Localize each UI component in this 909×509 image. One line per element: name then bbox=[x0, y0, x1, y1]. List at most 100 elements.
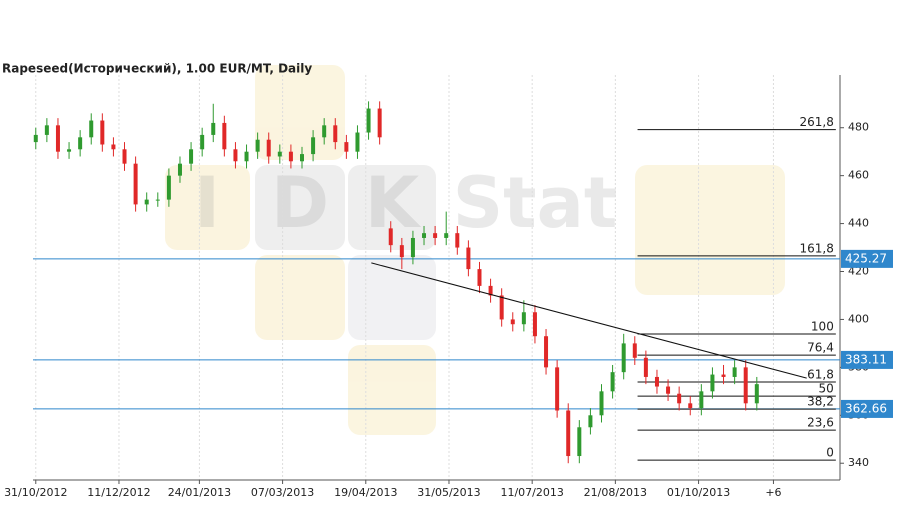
candle-body bbox=[177, 163, 182, 176]
candle-body bbox=[333, 125, 338, 143]
x-tick-label: +6 bbox=[765, 486, 781, 499]
candle-body bbox=[311, 137, 316, 155]
candle-body bbox=[632, 343, 637, 358]
price-label-box bbox=[841, 350, 893, 369]
candle-body bbox=[100, 120, 105, 145]
candle-body bbox=[621, 343, 626, 373]
x-tick-label: 31/05/2013 bbox=[417, 486, 480, 499]
candle-body bbox=[643, 357, 648, 377]
fib-label: 61,8 bbox=[807, 367, 834, 381]
candle-body bbox=[721, 374, 726, 377]
x-tick-label: 11/12/2012 bbox=[87, 486, 150, 499]
candle-body bbox=[288, 151, 293, 162]
fib-label: 38,2 bbox=[807, 395, 834, 409]
candle-body bbox=[166, 175, 171, 200]
candle-body bbox=[200, 134, 205, 150]
candle-body bbox=[521, 312, 526, 325]
fib-label: 76,4 bbox=[807, 341, 834, 355]
candle-body bbox=[588, 415, 593, 428]
candle-body bbox=[688, 403, 693, 409]
candle-body bbox=[55, 125, 60, 152]
candle-body bbox=[244, 151, 249, 162]
candle-body bbox=[610, 372, 615, 392]
candle-body bbox=[466, 247, 471, 270]
candle-body bbox=[743, 367, 748, 404]
x-tick-label: 01/10/2013 bbox=[667, 486, 730, 499]
candle-body bbox=[732, 367, 737, 377]
price-label: 425.27 bbox=[845, 251, 887, 265]
watermark-text: I bbox=[194, 162, 220, 244]
candle-body bbox=[444, 233, 449, 238]
candle-body bbox=[477, 269, 482, 286]
x-tick-label: 24/01/2013 bbox=[168, 486, 231, 499]
trend-line bbox=[371, 262, 807, 379]
candle-body bbox=[322, 125, 327, 138]
candle-body bbox=[67, 149, 72, 152]
price-label: 383.11 bbox=[845, 352, 887, 366]
candle-body bbox=[754, 384, 759, 404]
price-label-box bbox=[841, 399, 893, 418]
fib-label: 23,6 bbox=[807, 416, 834, 430]
fib-label: 50 bbox=[819, 382, 834, 396]
candle-body bbox=[266, 139, 271, 157]
watermark bbox=[165, 65, 785, 435]
x-tick-label: 31/10/2012 bbox=[4, 486, 67, 499]
candle-body bbox=[433, 233, 438, 238]
watermark-text: D bbox=[271, 162, 329, 244]
candle-body bbox=[455, 233, 460, 248]
x-tick-label: 19/04/2013 bbox=[334, 486, 397, 499]
candle-body bbox=[377, 108, 382, 138]
x-tick-label: 21/08/2013 bbox=[584, 486, 647, 499]
y-tick-label: 440 bbox=[848, 217, 869, 230]
watermark-text: K bbox=[365, 162, 422, 244]
candle-body bbox=[410, 237, 415, 258]
candle-body bbox=[422, 233, 427, 238]
x-tick-label: 07/03/2013 bbox=[251, 486, 314, 499]
candle-body bbox=[89, 120, 94, 138]
y-tick-label: 460 bbox=[848, 169, 869, 182]
candle-body bbox=[555, 367, 560, 411]
candle-body bbox=[599, 391, 604, 416]
candle-body bbox=[133, 163, 138, 205]
candle-body bbox=[532, 312, 537, 337]
fib-label: 0 bbox=[826, 446, 834, 460]
price-label: 362.66 bbox=[845, 401, 887, 415]
watermark-text: Stat bbox=[453, 162, 618, 244]
candle-body bbox=[44, 125, 49, 135]
candle-body bbox=[189, 149, 194, 164]
candle-body bbox=[211, 122, 216, 135]
candle-body bbox=[122, 149, 127, 164]
candle-body bbox=[344, 142, 349, 152]
fib-label: 100 bbox=[811, 320, 834, 334]
candle-body bbox=[78, 137, 83, 150]
candle-body bbox=[33, 134, 38, 143]
candle-body bbox=[654, 376, 659, 387]
candle-body bbox=[355, 132, 360, 152]
candle-body bbox=[699, 391, 704, 409]
candle-body bbox=[111, 144, 116, 150]
fib-label: 261,8 bbox=[799, 115, 833, 129]
candle-body bbox=[710, 374, 715, 392]
candle-body bbox=[577, 427, 582, 457]
y-tick-label: 400 bbox=[848, 312, 869, 325]
y-tick-label: 340 bbox=[848, 456, 869, 469]
candle-body bbox=[544, 336, 549, 368]
candle-body bbox=[277, 151, 282, 157]
candle-body bbox=[499, 295, 504, 320]
candle-body bbox=[388, 228, 393, 246]
fib-label: 161,8 bbox=[799, 241, 833, 255]
y-tick-label: 480 bbox=[848, 121, 869, 134]
candle-body bbox=[566, 410, 571, 457]
candle-body bbox=[510, 319, 515, 325]
x-tick-label: 11/07/2013 bbox=[500, 486, 563, 499]
candle-body bbox=[677, 393, 682, 404]
candle-body bbox=[488, 285, 493, 296]
candle-body bbox=[155, 199, 160, 201]
candle-body bbox=[144, 199, 149, 205]
candle-body bbox=[300, 154, 304, 162]
chart-title: Rapeseed(Исторический), 1.00 EUR/MT, Dai… bbox=[2, 62, 312, 76]
candle-body bbox=[255, 139, 260, 152]
candle-body bbox=[233, 149, 238, 162]
